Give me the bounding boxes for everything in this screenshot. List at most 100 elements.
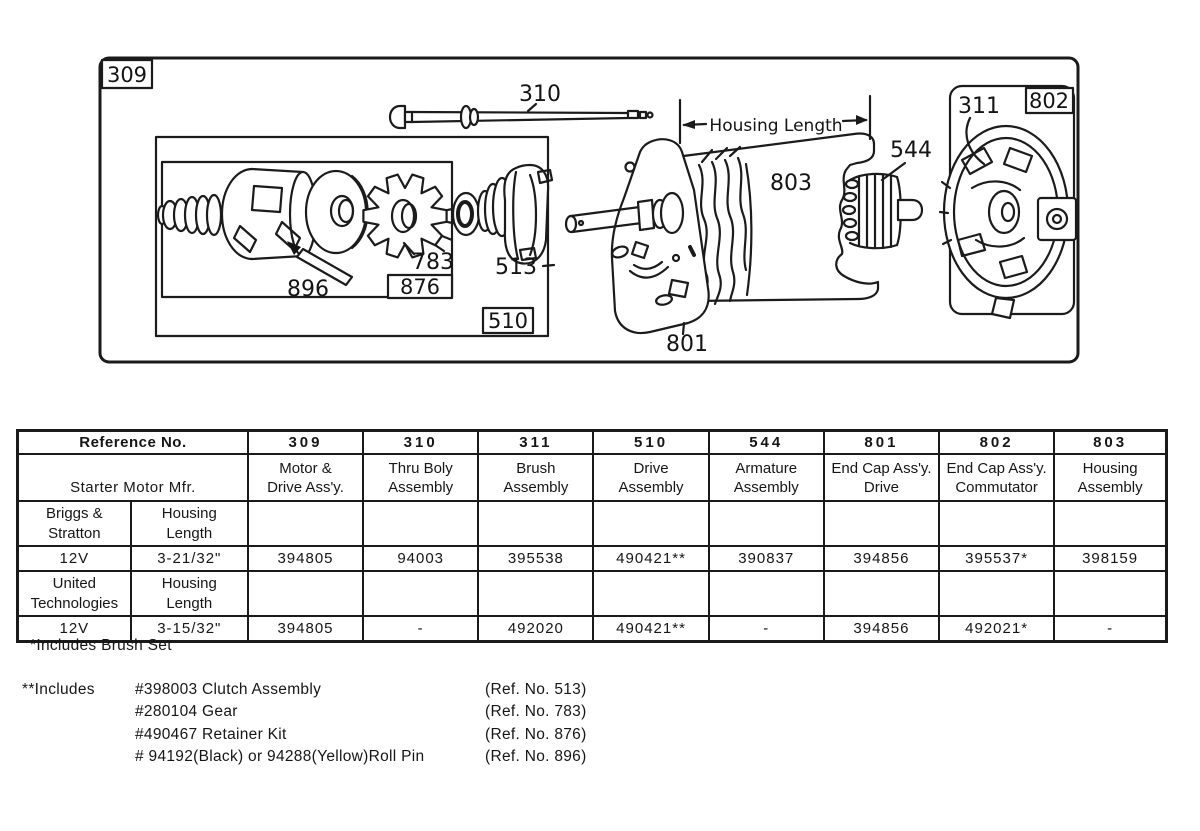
footnote-ref: (Ref. No. 876) bbox=[485, 725, 587, 743]
includes-footnote: **Includes #398003 Clutch Assembly (Ref.… bbox=[22, 679, 587, 769]
part-number-cell: 492021* bbox=[938, 615, 1056, 643]
drive-assembly-box: 783 896 513 876 510 bbox=[154, 135, 556, 338]
col-name-801: End Cap Ass'y. Drive bbox=[822, 453, 941, 502]
part-number-cell: 94003 bbox=[362, 545, 480, 572]
housing-length-label: Housing Length bbox=[709, 116, 842, 136]
col-name-line: Assembly bbox=[733, 478, 799, 496]
starter-motor-mfr-header: Starter Motor Mfr. bbox=[16, 453, 249, 502]
ref-label-510: 510 bbox=[488, 309, 528, 333]
part-number-cell: 394856 bbox=[822, 615, 941, 643]
part-number-cell: 394856 bbox=[822, 545, 941, 572]
ref-label-802: 802 bbox=[1029, 89, 1069, 113]
col-ref-311: 311 bbox=[477, 429, 595, 455]
field-windings-drawing bbox=[697, 145, 753, 306]
part-number-cell: 490421** bbox=[592, 615, 710, 643]
mfr-line: Stratton bbox=[48, 524, 101, 542]
col-ref-802: 802 bbox=[938, 429, 1056, 455]
empty-cell bbox=[1053, 570, 1168, 617]
ref-label-896: 896 bbox=[287, 277, 329, 302]
col-ref-310: 310 bbox=[362, 429, 480, 455]
ref-label-309: 309 bbox=[107, 63, 147, 87]
part-number-cell: 398159 bbox=[1053, 545, 1168, 572]
spec-line: Housing bbox=[161, 504, 217, 522]
leader-311 bbox=[965, 116, 986, 166]
label-box-309 bbox=[100, 58, 154, 90]
part-number-cell: 394805 bbox=[246, 545, 365, 572]
table-row: Briggs & Stratton Housing Length bbox=[16, 500, 1168, 547]
housing-drawing: 803 bbox=[666, 132, 880, 303]
ref-label-544: 544 bbox=[890, 138, 932, 163]
col-ref-801: 801 bbox=[822, 429, 941, 455]
label-box-876 bbox=[386, 273, 454, 300]
label-box-802 bbox=[1024, 86, 1075, 115]
col-name-line: Assembly bbox=[1077, 478, 1143, 496]
exploded-view-diagram: 309 310 803 Housing Length bbox=[98, 56, 1080, 364]
part-number-cell: 490421** bbox=[592, 545, 710, 572]
empty-cell bbox=[477, 570, 595, 617]
empty-cell bbox=[822, 570, 941, 617]
brush-set-footnote: *Includes Brush Set bbox=[30, 637, 172, 654]
leader-783 bbox=[402, 241, 416, 256]
empty-cell bbox=[707, 500, 825, 547]
col-name-544: Armature Assembly bbox=[707, 453, 825, 502]
footnote-part: #490467 Retainer Kit bbox=[135, 725, 287, 743]
col-name-line: Drive Ass'y. bbox=[267, 478, 344, 496]
col-name-line: Drive bbox=[633, 459, 669, 477]
leader-801 bbox=[681, 321, 686, 336]
footnote-ref: (Ref. No. 783) bbox=[485, 703, 587, 721]
col-name-309: Motor & Drive Ass'y. bbox=[246, 453, 365, 502]
col-name-line: End Cap Ass'y. bbox=[946, 459, 1047, 477]
part-number-cell: - bbox=[707, 615, 825, 643]
part-number-cell: 395537* bbox=[938, 545, 1056, 572]
roll-pin-drawing: 896 bbox=[287, 241, 354, 302]
col-name-line: Assembly bbox=[618, 478, 684, 496]
thru-bolt-drawing: 310 bbox=[388, 82, 654, 130]
empty-cell bbox=[592, 570, 710, 617]
part-number-cell: 390837 bbox=[707, 545, 825, 572]
footnote-part: #280104 Gear bbox=[135, 703, 238, 721]
clutch-spring-drawing bbox=[156, 193, 223, 237]
empty-cell bbox=[707, 570, 825, 617]
ref-label-310: 310 bbox=[519, 82, 561, 107]
spec-housing-length: Housing Length bbox=[129, 500, 249, 547]
empty-cell bbox=[592, 500, 710, 547]
end-cap-drive-drawing: 801 bbox=[610, 138, 710, 357]
part-number-cell: - bbox=[1053, 615, 1168, 643]
mfr-line: United bbox=[52, 574, 97, 592]
col-name-line: End Cap Ass'y. bbox=[831, 459, 932, 477]
col-ref-544: 544 bbox=[707, 429, 825, 455]
leader-513 bbox=[541, 263, 556, 268]
reference-no-header: Reference No. bbox=[16, 429, 249, 455]
empty-cell bbox=[246, 570, 365, 617]
col-name-510: Drive Assembly bbox=[592, 453, 710, 502]
table-row: United Technologies Housing Length bbox=[16, 570, 1168, 617]
col-name-line: Thru Boly bbox=[388, 459, 453, 477]
col-name-line: Drive bbox=[863, 478, 899, 496]
empty-cell bbox=[246, 500, 365, 547]
voltage-cell: 12V bbox=[16, 615, 132, 643]
drive-shaft-drawing bbox=[564, 191, 685, 235]
includes-label: **Includes bbox=[22, 681, 95, 698]
col-name-line: Brush bbox=[516, 459, 556, 477]
outer-frame: 309 bbox=[98, 56, 1080, 364]
ref-label-311: 311 bbox=[958, 94, 1000, 119]
part-number-cell: - bbox=[362, 615, 480, 643]
spec-line: Length bbox=[166, 594, 213, 612]
footnote-part: # 94192(Black) or 94288(Yellow)Roll Pin bbox=[135, 748, 425, 766]
housing-length-dimension: Housing Length bbox=[678, 94, 872, 145]
empty-cell bbox=[938, 570, 1056, 617]
col-name-311: Brush Assembly bbox=[477, 453, 595, 502]
mfr-line: Briggs & bbox=[45, 504, 103, 522]
retainer-513-drawing: 513 bbox=[451, 163, 556, 280]
leader-544 bbox=[880, 161, 907, 182]
col-ref-309: 309 bbox=[246, 429, 365, 455]
clutch-assembly-drawing bbox=[220, 167, 318, 261]
table-row: 12V 3-15/32" 394805 - 492020 490421** - … bbox=[16, 615, 1168, 643]
part-number-cell: 492020 bbox=[477, 615, 595, 643]
spec-line: Housing bbox=[161, 574, 217, 592]
armature-drawing: 544 bbox=[841, 138, 932, 250]
label-box-510 bbox=[481, 306, 535, 335]
empty-cell bbox=[362, 500, 480, 547]
col-name-line: Commutator bbox=[955, 478, 1038, 496]
